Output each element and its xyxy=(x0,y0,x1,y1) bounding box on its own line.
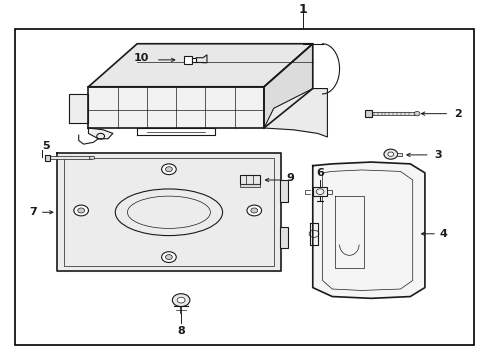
Polygon shape xyxy=(57,153,281,271)
Polygon shape xyxy=(88,87,264,128)
Text: 10: 10 xyxy=(134,53,149,63)
Circle shape xyxy=(246,205,261,216)
Bar xyxy=(49,156,91,159)
Bar xyxy=(365,111,371,117)
Bar xyxy=(15,30,473,345)
Polygon shape xyxy=(312,162,424,298)
Text: 5: 5 xyxy=(42,141,50,151)
Bar xyxy=(183,55,192,64)
Circle shape xyxy=(78,208,84,213)
Bar xyxy=(370,112,414,116)
Circle shape xyxy=(172,294,189,307)
Bar xyxy=(279,226,288,248)
Circle shape xyxy=(161,252,176,262)
Bar xyxy=(396,153,402,156)
Text: 2: 2 xyxy=(453,109,461,119)
Circle shape xyxy=(177,297,184,303)
Text: 6: 6 xyxy=(316,168,324,178)
FancyBboxPatch shape xyxy=(89,156,94,159)
Circle shape xyxy=(165,167,172,172)
Circle shape xyxy=(74,205,88,216)
Bar xyxy=(239,184,260,187)
Bar xyxy=(192,58,196,62)
Circle shape xyxy=(161,164,176,175)
Polygon shape xyxy=(69,94,88,123)
Circle shape xyxy=(165,255,172,260)
Text: 4: 4 xyxy=(439,229,447,239)
Circle shape xyxy=(387,152,393,156)
Text: 8: 8 xyxy=(177,326,184,336)
Polygon shape xyxy=(264,44,312,128)
Bar xyxy=(279,180,288,202)
Polygon shape xyxy=(88,128,113,139)
Text: 7: 7 xyxy=(29,207,37,217)
Polygon shape xyxy=(264,89,327,137)
Circle shape xyxy=(383,149,397,159)
Circle shape xyxy=(250,208,257,213)
Bar xyxy=(239,175,260,184)
Text: 1: 1 xyxy=(298,3,307,16)
Text: 3: 3 xyxy=(434,150,441,160)
Circle shape xyxy=(413,112,419,116)
Bar xyxy=(44,155,50,161)
Text: 9: 9 xyxy=(285,173,293,183)
Polygon shape xyxy=(88,44,312,87)
Bar xyxy=(312,187,327,196)
